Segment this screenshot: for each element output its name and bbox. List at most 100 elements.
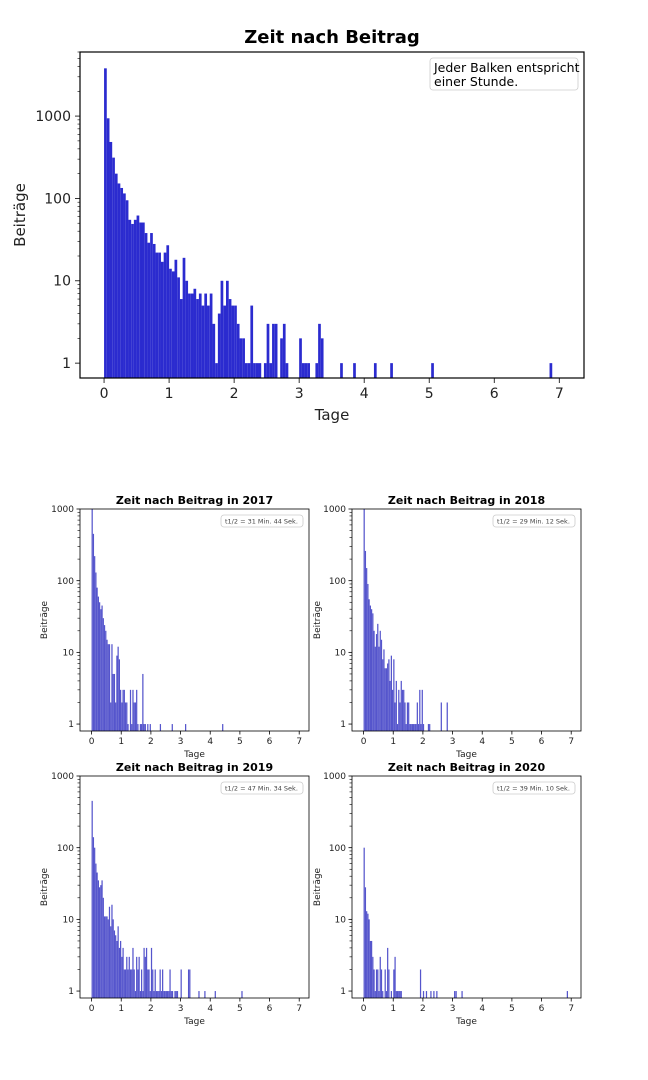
histogram-bar (429, 724, 431, 731)
histogram-bar (100, 609, 102, 731)
x-tick-label: 1 (118, 737, 124, 747)
histogram-bar (380, 639, 383, 731)
histogram-bar (103, 916, 106, 998)
histogram-bar (399, 702, 401, 731)
histogram-bar (123, 969, 125, 998)
y-tick-label: 100 (329, 577, 346, 587)
histogram-bar (141, 724, 143, 731)
histogram-bar (320, 338, 324, 378)
bars (91, 509, 224, 731)
x-tick-label: 1 (165, 386, 174, 402)
histogram-bar (419, 969, 422, 998)
histogram-bar (128, 219, 132, 378)
histogram-bar (382, 659, 384, 731)
x-tick-label: 2 (148, 737, 154, 747)
legend-text: Jeder Balken entspricht (433, 60, 580, 75)
histogram-bar (143, 724, 145, 731)
histogram-bar (123, 689, 125, 731)
x-tick-label: 7 (555, 386, 564, 402)
y-tick-label: 1 (340, 720, 346, 730)
histogram-bar (185, 280, 189, 378)
histogram-bar (250, 305, 254, 378)
histogram-bar (141, 222, 145, 378)
histogram-bar (141, 969, 143, 998)
histogram-bar (122, 689, 124, 731)
y-tick-label: 10 (335, 916, 347, 926)
histogram-bar (385, 991, 388, 998)
histogram-bar (446, 702, 448, 731)
chart-title: Zeit nach Beitrag in 2018 (388, 494, 545, 507)
histogram-bar (131, 969, 133, 998)
histogram-bar (378, 646, 380, 731)
chart-4: 0 1 2 3 4 5 6 7 1 10 100 1000 Zeit nach Beitrag in 2… (313, 761, 582, 1027)
bars (363, 509, 448, 731)
chart-title: Zeit nach Beitrag in 2017 (116, 494, 273, 507)
histogram-bar (170, 991, 172, 998)
histogram-bar (174, 259, 178, 378)
histogram-bar (222, 724, 224, 731)
histogram-bar (247, 363, 251, 378)
histogram-bar (373, 363, 377, 378)
x-tick-label: 4 (479, 1004, 485, 1014)
x-tick-label: 2 (148, 1004, 154, 1014)
axes-frame (79, 508, 310, 732)
histogram-bar (366, 568, 368, 731)
legend-text: t1/2 = 39 Min. 10 Sek. (497, 785, 570, 793)
histogram-bar (105, 630, 107, 731)
histogram-bar (455, 991, 457, 998)
histogram-bar (166, 245, 170, 378)
x-tick-label: 0 (89, 1004, 95, 1014)
histogram-bar (107, 644, 109, 731)
x-tick-label: 3 (450, 1004, 456, 1014)
histogram-bar (198, 293, 202, 378)
histogram-bar (417, 724, 420, 731)
histogram-bar (112, 919, 114, 998)
histogram-bar (383, 649, 385, 731)
y-tick-label: 100 (57, 844, 74, 854)
histogram-bar (180, 969, 182, 998)
bars (104, 68, 553, 379)
histogram-bar (228, 299, 232, 378)
x-tick-label: 5 (425, 386, 434, 402)
histogram-bar (390, 363, 393, 378)
histogram-bar (364, 887, 367, 998)
chart-title: Zeit nach Beitrag in 2020 (388, 761, 546, 774)
histogram-bar (367, 913, 369, 998)
y-tick-label: 10 (53, 274, 71, 290)
histogram-bar (404, 702, 406, 731)
histogram-bar (387, 947, 389, 998)
histogram-bar (166, 991, 169, 998)
histogram-bar (137, 969, 139, 998)
y-axis-label: Beiträge (40, 600, 50, 639)
x-tick-label: 2 (420, 1004, 426, 1014)
histogram-bar (176, 991, 179, 998)
histogram-bar (134, 991, 137, 998)
histogram-bar (158, 252, 161, 378)
histogram-bar (363, 847, 365, 998)
histogram-bar (369, 940, 371, 998)
histogram-bar (400, 991, 402, 998)
x-tick-label: 7 (568, 737, 574, 747)
axes-frame (351, 775, 582, 999)
histogram-bar (369, 605, 371, 731)
histogram-bar (143, 947, 145, 998)
histogram-bar (113, 673, 116, 731)
histogram-bar (157, 991, 159, 998)
histogram-bar (145, 947, 148, 998)
histogram-bar (374, 646, 376, 731)
histogram-bar (134, 702, 137, 731)
histogram-bar (215, 363, 218, 378)
histogram-bar (118, 659, 120, 731)
histogram-bar (121, 702, 123, 731)
chart-0: 0 1 2 3 4 5 6 7 1 10 100 1000 Zeit nach Beitrag Tage B… (11, 27, 585, 424)
histogram-bar (201, 305, 205, 378)
histogram-bar (125, 200, 129, 378)
histogram-bar (124, 702, 127, 731)
histogram-bar (414, 724, 416, 731)
histogram-bar (108, 644, 111, 731)
histogram-bar (220, 280, 224, 378)
histogram-bar (106, 118, 110, 378)
histogram-bar (106, 639, 108, 731)
histogram-bar (124, 969, 127, 998)
histogram-bar (454, 991, 456, 998)
